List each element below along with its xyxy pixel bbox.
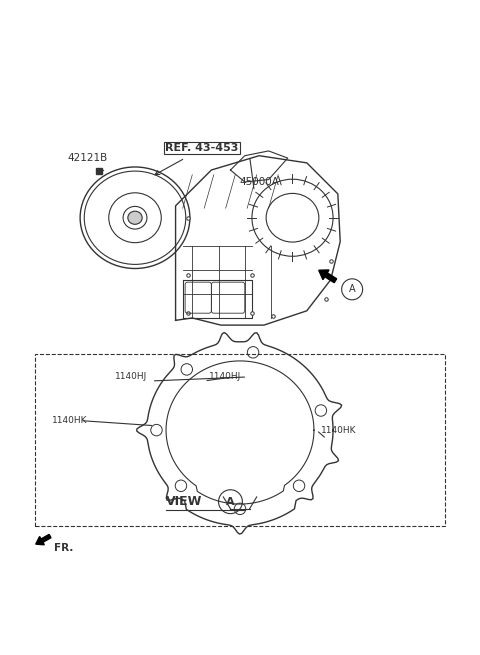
Text: 45000A: 45000A — [239, 177, 279, 187]
Polygon shape — [36, 534, 51, 545]
Text: A: A — [349, 284, 356, 294]
Polygon shape — [319, 270, 336, 283]
Text: 1140HJ: 1140HJ — [209, 371, 241, 381]
Text: 1140HK: 1140HK — [321, 426, 357, 435]
Text: 1140HJ: 1140HJ — [115, 371, 147, 381]
Ellipse shape — [128, 211, 142, 224]
Text: 42121B: 42121B — [67, 153, 108, 163]
Text: VIEW: VIEW — [166, 495, 202, 508]
Text: FR.: FR. — [54, 543, 73, 553]
Text: 1140HK: 1140HK — [51, 416, 87, 425]
Text: A: A — [226, 496, 235, 507]
Text: REF. 43-453: REF. 43-453 — [165, 143, 239, 153]
